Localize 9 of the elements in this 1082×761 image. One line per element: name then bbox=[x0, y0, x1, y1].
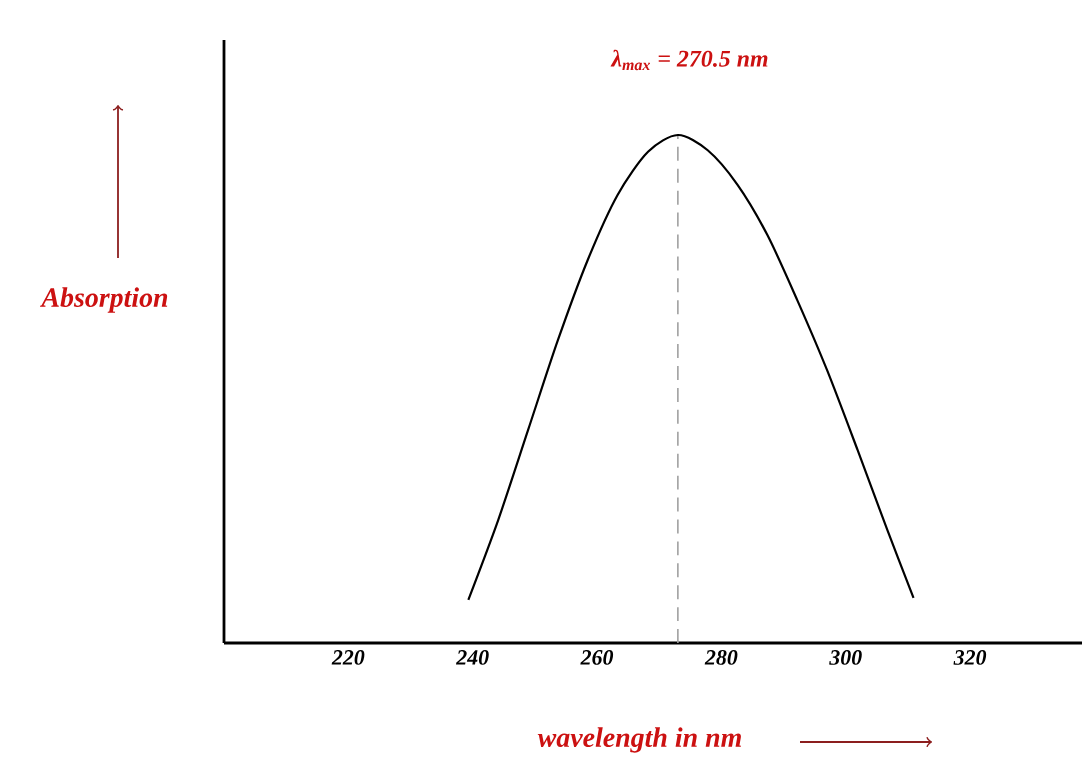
x-axis-title: wavelength in nm bbox=[537, 727, 741, 753]
x-tick-label: 280 bbox=[704, 650, 738, 665]
x-tick-label: 220 bbox=[331, 650, 365, 665]
y-axis-title: Absorption bbox=[40, 287, 168, 313]
x-tick-label: 240 bbox=[455, 650, 489, 665]
text: λ$_{max}$ = 270.5 nm bbox=[610, 49, 768, 71]
x-tick-label: 300 bbox=[829, 650, 862, 665]
x-tick-label: 260 bbox=[580, 650, 614, 665]
x-tick-label: 320 bbox=[953, 650, 987, 665]
